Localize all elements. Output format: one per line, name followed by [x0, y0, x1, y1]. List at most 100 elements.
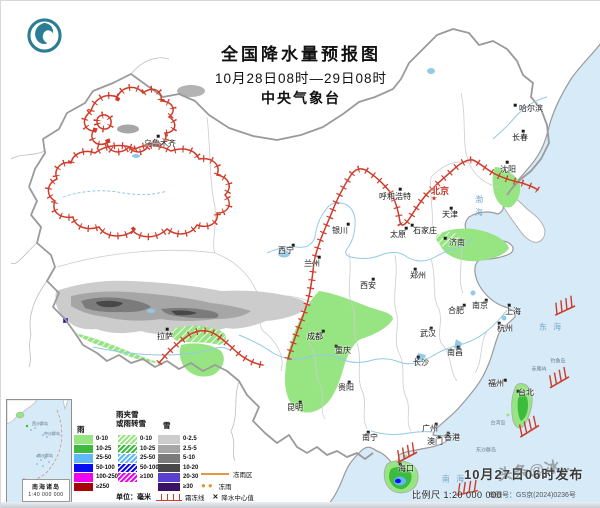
- legend-range: 2.5-5: [183, 445, 197, 452]
- freezing-rain-dots-icon: ●●: [201, 481, 215, 490]
- legend-range: 10-25: [140, 445, 156, 452]
- legend-swatch: [118, 473, 137, 482]
- china-border: [28, 28, 550, 196]
- logo-swirl: [35, 22, 54, 45]
- foreign-border: [10, 150, 46, 160]
- rain-area-liaoning: [492, 167, 521, 208]
- precip-center-label: 降水中心值: [221, 495, 254, 502]
- legend-swatch: [74, 482, 93, 491]
- legend-unit: 单位：毫米: [116, 494, 151, 501]
- legend-swatch: [74, 454, 93, 463]
- legend-range: 25-50: [140, 455, 156, 462]
- namtso-lake: [147, 309, 155, 313]
- province-border: [430, 176, 433, 234]
- legend-rain-header: 雨: [77, 425, 85, 434]
- legend-swatch: [118, 454, 137, 463]
- sleet-area: [170, 325, 227, 345]
- legend-range: 0-2.5: [183, 436, 197, 443]
- snow-area-very-heavy: [96, 300, 123, 308]
- yarlung-river: [92, 346, 232, 356]
- province-border: [356, 342, 368, 430]
- songhua-river: [492, 96, 548, 140]
- legend-range: ≥30: [183, 483, 193, 490]
- inset-mainland: [7, 400, 38, 425]
- province-border: [214, 252, 264, 332]
- freezing-rain-label: 冻雨: [218, 484, 232, 491]
- hainan-rain-very-heavy: [395, 478, 401, 484]
- legend-row: 5-10: [158, 454, 198, 463]
- legend-row: ≥250: [74, 482, 118, 491]
- legend-row: 20-30: [158, 473, 198, 482]
- legend-range: 0-10: [96, 436, 109, 443]
- province-border: [398, 352, 412, 432]
- frost-line-label: 霜冻线: [185, 495, 205, 502]
- inset-hainan: [15, 411, 25, 419]
- tarim-river: [62, 190, 168, 198]
- wind-barb-icon: [456, 479, 478, 496]
- inset-caption-box: 南海诸岛 1:40 000 000: [22, 479, 70, 502]
- legend-range: 10-20: [183, 464, 199, 471]
- legend-swatch: [74, 473, 93, 482]
- x-mark-icon: ✕: [212, 494, 219, 501]
- legend-row: 100-250: [74, 473, 118, 482]
- legend-range: 0-10: [140, 436, 153, 443]
- yellow-river: [266, 202, 473, 262]
- cma-logo: [27, 18, 62, 53]
- province-border: [394, 254, 400, 354]
- foreign-border: [130, 57, 170, 75]
- legend-snow-header: 雪: [163, 421, 171, 430]
- foreign-border: [230, 380, 240, 462]
- frost-line-tarim: [47, 144, 230, 238]
- frost-line-main: [287, 159, 539, 360]
- legend-range: 25-50: [96, 455, 112, 462]
- qinghai-lake: [278, 250, 290, 258]
- legend-row: 25-50: [74, 454, 118, 463]
- inset-scale: 1:40 000 000: [28, 492, 64, 498]
- legend-swatch: [118, 463, 137, 472]
- legend-freezing-rain-area: 冻雨区: [201, 469, 253, 479]
- province-border: [206, 116, 216, 254]
- legend-row: 0-10: [118, 435, 159, 444]
- province-border: [430, 258, 442, 344]
- legend-swatch: [158, 444, 180, 453]
- hongze-lake: [470, 290, 476, 296]
- legend-row: 25-50: [118, 454, 159, 463]
- legend-range: 50-100: [140, 464, 159, 471]
- province-border: [262, 330, 283, 372]
- inset-taiwan: [62, 400, 69, 411]
- province-border: [348, 252, 358, 344]
- precipitation-legend: 雨 雨夹雪 或雨转雪 雪 0-10 10-25 25-50 50-100 100-250…: [73, 406, 313, 506]
- snow-patch: [177, 85, 205, 97]
- snow-area-very-heavy: [171, 310, 197, 316]
- province-border: [459, 246, 464, 294]
- tai-lake: [501, 315, 507, 321]
- legend-swatch: [118, 444, 137, 453]
- sleet-area-shandong: [436, 232, 459, 248]
- province-border: [258, 295, 314, 304]
- sleet-area: [75, 333, 159, 363]
- foreign-border: [28, 280, 48, 368]
- legend-swatch: [158, 473, 180, 482]
- legend-row: 0-10: [74, 435, 118, 444]
- legend-row: ≥30: [158, 482, 198, 491]
- legend-row: 10-25: [74, 444, 118, 453]
- freezing-rain-area-label: 冻雨区: [233, 472, 253, 479]
- legend-rain-rows: 0-10 10-25 25-50 50-100 100-250 ≥250: [74, 435, 118, 492]
- china-border: [28, 186, 374, 460]
- pearl-river: [370, 430, 434, 436]
- legend-row: 10-20: [158, 463, 199, 472]
- south-china-sea-inset: 西沙群岛 中沙群岛 南沙群岛 南海诸岛 1:40 000 000: [6, 399, 72, 503]
- legend-frost-line: 霜冻线 ✕ 降水中心值: [156, 492, 254, 502]
- legend-swatch: [158, 482, 180, 491]
- legend-row: 0-2.5: [158, 435, 198, 444]
- legend-swatch: [158, 435, 180, 444]
- inset-island-label: 中沙群岛: [44, 431, 60, 436]
- frost-line-tibet: [158, 330, 264, 366]
- province-border: [56, 249, 216, 268]
- legend-sleet-header: 雨夹雪 或雨转雪: [116, 410, 146, 428]
- legend-swatch: [158, 463, 180, 472]
- snow-patch: [117, 124, 139, 134]
- dongting-lake: [416, 353, 426, 362]
- legend-range: 5-10: [183, 455, 196, 462]
